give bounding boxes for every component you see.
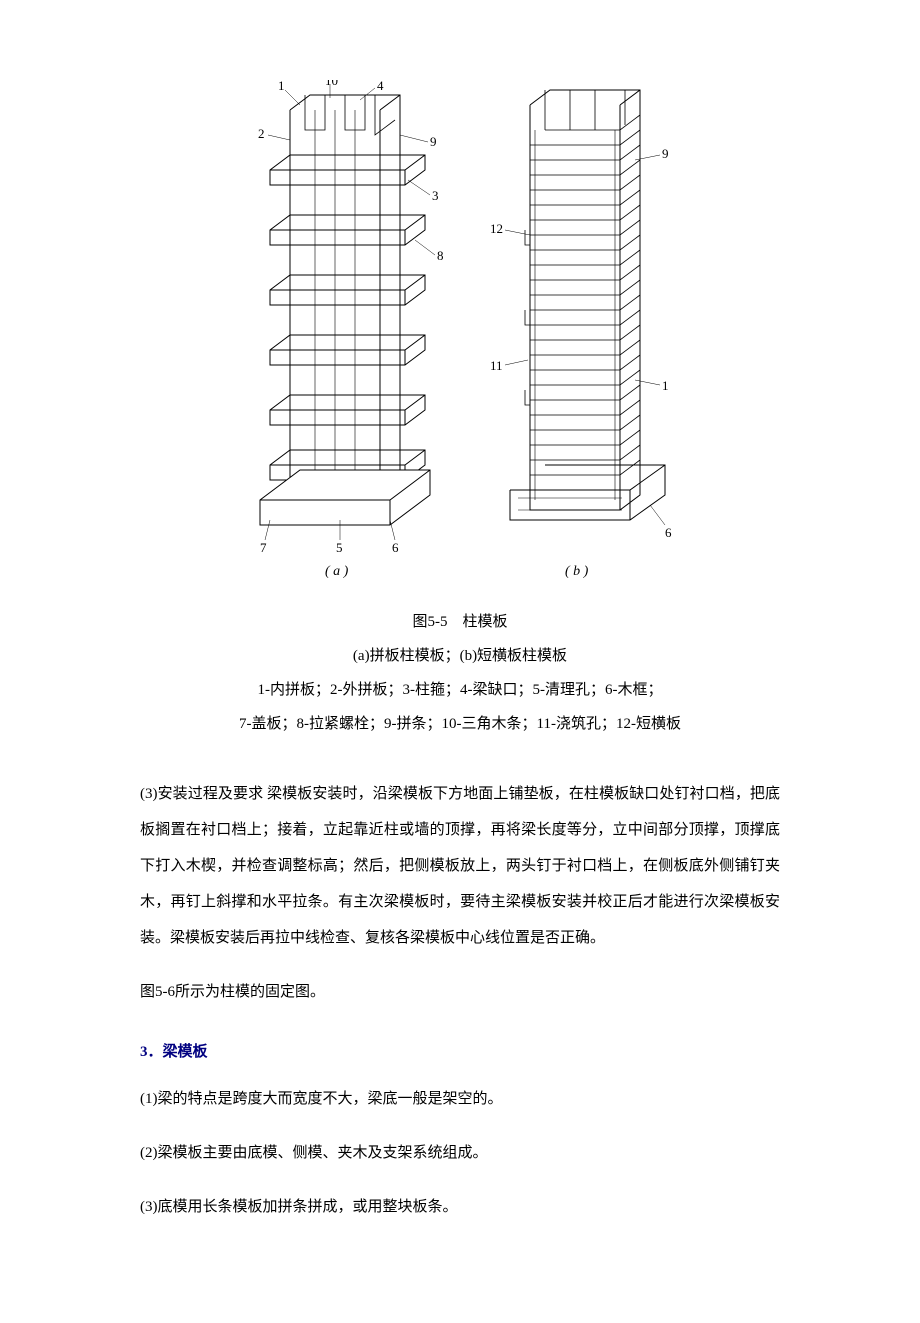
- figure-5-5: 1 2 3 4 5 6 7 8 9: [140, 80, 780, 736]
- section3-item3: (3)底模用长条模板加拼条拼成，或用整块板条。: [140, 1189, 780, 1225]
- label-b11: 11: [490, 358, 503, 373]
- label-b9: 9: [662, 146, 669, 161]
- label-9: 9: [430, 134, 437, 149]
- label-8: 8: [437, 248, 444, 263]
- paragraph-4: 图5-6所示为柱模的固定图。: [140, 974, 780, 1010]
- figure-legend-2: 7-盖板；8-拉紧螺栓；9-拼条；10-三角木条；11-浇筑孔；12-短横板: [140, 712, 780, 736]
- label-7: 7: [260, 540, 267, 555]
- label-10: 10: [325, 80, 338, 88]
- label-2: 2: [258, 126, 265, 141]
- label-6: 6: [392, 540, 399, 555]
- figure-legend-1: 1-内拼板；2-外拼板；3-柱箍；4-梁缺口；5-清理孔；6-木框；: [140, 678, 780, 702]
- sublabel-a: ( a ): [325, 564, 349, 579]
- figure-image: 1 2 3 4 5 6 7 8 9: [230, 80, 690, 580]
- label-b1: 1: [662, 378, 669, 393]
- section-3-heading: 3．梁模板: [140, 1040, 780, 1061]
- section3-item2: (2)梁模板主要由底模、侧模、夹木及支架系统组成。: [140, 1135, 780, 1171]
- document-page: 1 2 3 4 5 6 7 8 9: [0, 0, 920, 1323]
- paragraph-3: (3)安装过程及要求 梁模板安装时，沿梁模板下方地面上铺垫板，在柱模板缺口处钉衬…: [140, 776, 780, 956]
- label-3: 3: [432, 188, 439, 203]
- sublabel-b: ( b ): [565, 564, 589, 579]
- label-5: 5: [336, 540, 343, 555]
- label-b6: 6: [665, 525, 672, 540]
- label-b12: 12: [490, 221, 503, 236]
- figure-title: 图5-5 柱模板: [140, 610, 780, 634]
- column-b: 9 12 11 1 6: [490, 90, 672, 540]
- column-formwork-svg: 1 2 3 4 5 6 7 8 9: [230, 80, 690, 580]
- figure-subtitle: (a)拼板柱模板；(b)短横板柱模板: [140, 644, 780, 668]
- section3-item1: (1)梁的特点是跨度大而宽度不大，梁底一般是架空的。: [140, 1081, 780, 1117]
- column-a: 1 2 3 4 5 6 7 8 9: [258, 80, 444, 555]
- label-4: 4: [377, 80, 384, 93]
- label-1: 1: [278, 80, 285, 93]
